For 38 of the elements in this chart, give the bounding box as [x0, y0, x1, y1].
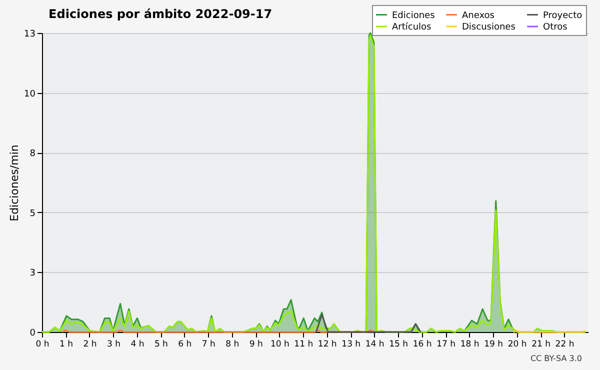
x-tick-label: 8 h	[226, 340, 240, 350]
x-tick-label: 21 h	[532, 340, 550, 350]
text: CC BY-SA 3.0	[530, 354, 582, 363]
legend-label: Ediciones	[392, 10, 436, 21]
x-tick-label: 5 h	[154, 340, 168, 350]
x-tick-label: 1 h	[59, 340, 73, 350]
legend-label: Discusiones	[462, 22, 516, 32]
x-tick-label: 9 h	[249, 340, 263, 350]
x-tick-label: 18 h	[460, 340, 480, 350]
y-axis-title: Ediciones/min	[8, 144, 22, 222]
x-tick-label: 11 h	[294, 340, 314, 350]
x-tick-label: 13 h	[342, 340, 361, 350]
x-tick-label: 3 h	[106, 340, 120, 350]
y-tick-label: 8	[30, 149, 36, 160]
x-tick-label: 14 h	[365, 340, 384, 350]
x-tick-label: 16 h	[412, 340, 432, 350]
x-tick-label: 12 h	[318, 340, 337, 350]
legend-label: Anexos	[462, 10, 495, 21]
x-tick-label: 2 h	[83, 340, 97, 350]
x-tick-label: 20 h	[508, 340, 527, 350]
x-tick-label: 6 h	[178, 340, 192, 350]
chart-title: Ediciones por ámbito 2022-09-17	[48, 7, 272, 21]
y-tick-label: 5	[30, 208, 36, 219]
y-tick-label: 3	[30, 268, 36, 279]
x-tick-label: 17 h	[436, 340, 456, 350]
x-tick-label: 4 h	[130, 340, 144, 350]
x-tick-label: 22 h	[555, 340, 574, 350]
x-tick-label: 19 h	[484, 340, 503, 350]
legend-label: Proyecto	[543, 10, 583, 21]
y-tick-label: 10	[24, 89, 36, 100]
legend-label: Artículos	[392, 22, 432, 32]
x-tick-label: 7 h	[202, 340, 216, 350]
y-tick-label: 13	[24, 30, 36, 40]
x-tick-label: 0 h	[36, 340, 50, 350]
y-tick-label: 0	[30, 328, 36, 338]
x-tick-label: 15 h	[389, 340, 408, 350]
legend-label: Otros	[543, 22, 568, 32]
x-tick-label: 10 h	[270, 340, 290, 350]
